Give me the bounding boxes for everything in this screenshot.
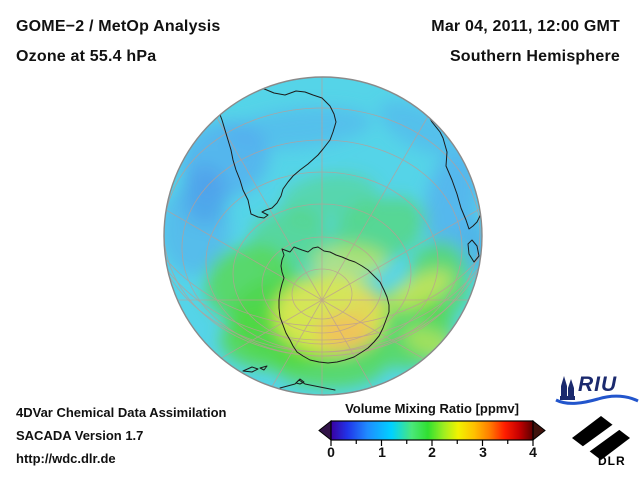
colorbar-gradient bbox=[330, 420, 534, 441]
dlr-emblem-icon bbox=[572, 416, 630, 460]
analysis-title: GOME−2 / MetOp Analysis bbox=[16, 18, 221, 35]
assimilation-label: 4DVar Chemical Data Assimilation bbox=[16, 405, 227, 420]
hemisphere-label: Southern Hemisphere bbox=[449, 48, 620, 65]
coastlines bbox=[216, 86, 482, 391]
globe-map bbox=[163, 76, 483, 396]
riu-logo: RIU bbox=[554, 372, 640, 408]
dlr-wordmark: DLR bbox=[598, 454, 626, 468]
header-right: Mar 04, 2011, 12:00 GMT Southern Hemisph… bbox=[431, 12, 620, 72]
analysis-subtitle: Ozone at 55.4 hPa bbox=[16, 48, 157, 65]
colorbar-title: Volume Mixing Ratio [ppmv] bbox=[345, 401, 519, 416]
ozone-field bbox=[164, 77, 482, 395]
colorbar-left-arrow bbox=[318, 419, 332, 442]
colorbar-right-arrow bbox=[532, 419, 546, 442]
cathedral-icon bbox=[555, 376, 639, 405]
dlr-logo: DLR bbox=[565, 410, 635, 472]
wdc-url: http://wdc.dlr.de bbox=[16, 451, 116, 466]
colorbar-tick-4: 4 bbox=[529, 444, 537, 460]
colorbar bbox=[318, 419, 546, 446]
colorbar-tick-3: 3 bbox=[479, 444, 487, 460]
colorbar-ticks bbox=[330, 440, 534, 446]
riu-wordmark: RIU bbox=[578, 373, 618, 396]
footer-credits: 4DVar Chemical Data Assimilation SACADA … bbox=[16, 401, 227, 470]
colorbar-tick-0: 0 bbox=[327, 444, 335, 460]
colorbar-tick-1: 1 bbox=[378, 444, 386, 460]
riu-wave-icon bbox=[555, 394, 639, 405]
graticule-lines bbox=[164, 77, 482, 395]
colorbar-tick-2: 2 bbox=[428, 444, 436, 460]
datetime-label: Mar 04, 2011, 12:00 GMT bbox=[431, 18, 620, 35]
version-label: SACADA Version 1.7 bbox=[16, 428, 144, 443]
header-left: GOME−2 / MetOp Analysis Ozone at 55.4 hP… bbox=[16, 12, 221, 72]
globe-outline bbox=[163, 76, 483, 396]
